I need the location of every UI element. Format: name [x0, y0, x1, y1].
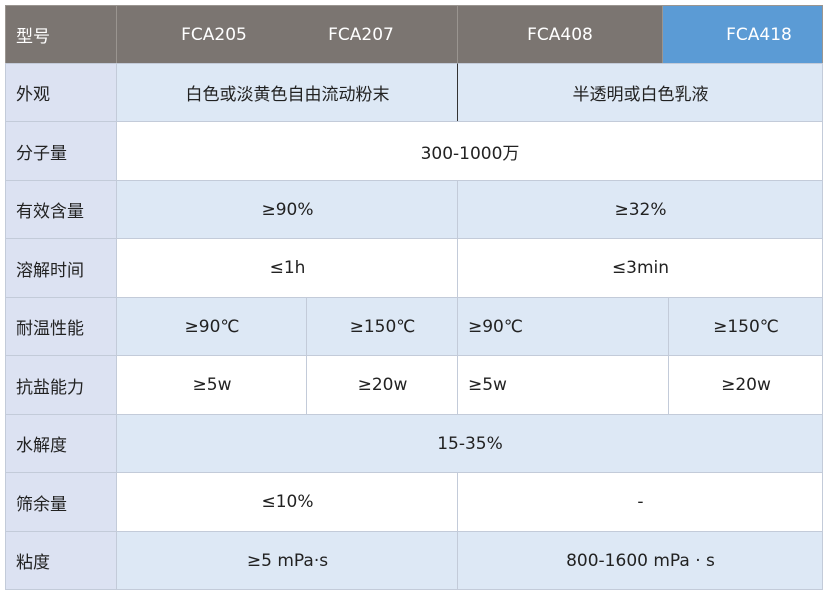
- header-model: FCA418: [726, 24, 792, 45]
- header-cell: FCA408: [457, 5, 663, 64]
- cell-text: 白色或淡黄色自由流动粉末: [185, 85, 390, 105]
- row-label-cell: 抗盐能力: [5, 355, 117, 415]
- row-label-cell: 筛余量: [5, 472, 117, 532]
- value-cell: 半透明或白色乳液: [457, 63, 823, 122]
- cell-text: ≥90℃: [468, 316, 523, 337]
- cell-text: ≤3min: [611, 258, 670, 278]
- cell-text: 15-35%: [437, 433, 503, 454]
- row-label-cell: 有效含量: [5, 180, 117, 239]
- header-model: FCA207: [328, 24, 394, 45]
- cell-text: ≥150℃: [713, 316, 779, 337]
- row-label-cell: 外观: [5, 63, 117, 122]
- header-cell: 型号: [5, 5, 117, 64]
- value-cell: ≥150℃: [306, 297, 458, 356]
- row-label: 溶解时间: [16, 260, 84, 281]
- value-cell: ≥90%: [116, 180, 458, 239]
- cell-text: ≥20w: [721, 375, 771, 395]
- value-cell: ≥20w: [668, 355, 823, 415]
- row-label-cell: 耐温性能: [5, 297, 117, 356]
- row-label: 抗盐能力: [16, 377, 84, 398]
- value-cell: 800-1600 mPa · s: [457, 531, 823, 590]
- value-cell: ≥5 mPa·s: [116, 531, 458, 590]
- row-label: 粘度: [16, 553, 50, 573]
- cell-text: ≥5w: [468, 375, 507, 395]
- value-cell: -: [457, 472, 823, 532]
- value-cell: ≥90℃: [116, 297, 307, 356]
- row-label-cell: 粘度: [5, 531, 117, 590]
- value-cell: 15-35%: [116, 414, 823, 473]
- row-label-cell: 分子量: [5, 121, 117, 181]
- row-label: 水解度: [16, 436, 67, 456]
- cell-text: ≥32%: [614, 199, 667, 220]
- row-label-cell: 水解度: [5, 414, 117, 473]
- cell-text: ≤1h: [269, 258, 306, 278]
- value-cell: ≤1h: [116, 238, 458, 298]
- value-cell: ≥5w: [457, 355, 669, 415]
- header-model: FCA205: [181, 24, 247, 45]
- value-cell: ≥90℃: [457, 297, 669, 356]
- row-label: 有效含量: [16, 202, 84, 222]
- row-label: 分子量: [16, 143, 67, 164]
- row-label: 外观: [16, 85, 50, 105]
- cell-text: 800-1600 mPa · s: [566, 550, 715, 571]
- value-cell: ≥20w: [306, 355, 458, 415]
- row-label: 耐温性能: [16, 319, 84, 339]
- cell-text: ≥5w: [192, 375, 232, 395]
- cell-text: 半透明或白色乳液: [572, 85, 709, 105]
- header-model: FCA408: [527, 24, 593, 45]
- value-cell: 白色或淡黄色自由流动粉末: [116, 63, 458, 122]
- cell-text: ≥20w: [357, 375, 408, 395]
- cell-text: ≥5 mPa·s: [246, 550, 329, 571]
- cell-text: ≥90℃: [184, 316, 240, 337]
- value-cell: ≥32%: [457, 180, 823, 239]
- value-cell: ≤3min: [457, 238, 823, 298]
- value-cell: ≥5w: [116, 355, 307, 415]
- row-label: 筛余量: [16, 494, 67, 515]
- header-cell: FCA205 FCA207: [116, 5, 458, 64]
- header-cell: FCA418: [662, 5, 823, 64]
- header-label: 型号: [16, 27, 50, 47]
- value-cell: 300-1000万: [116, 121, 823, 181]
- cell-text: -: [637, 492, 644, 512]
- row-label-cell: 溶解时间: [5, 238, 117, 298]
- cell-text: 300-1000万: [420, 143, 520, 164]
- cell-text: ≤10%: [261, 492, 314, 512]
- cell-text: ≥90%: [261, 199, 314, 220]
- value-cell: ≥150℃: [668, 297, 823, 356]
- cell-text: ≥150℃: [349, 316, 416, 337]
- value-cell: ≤10%: [116, 472, 458, 532]
